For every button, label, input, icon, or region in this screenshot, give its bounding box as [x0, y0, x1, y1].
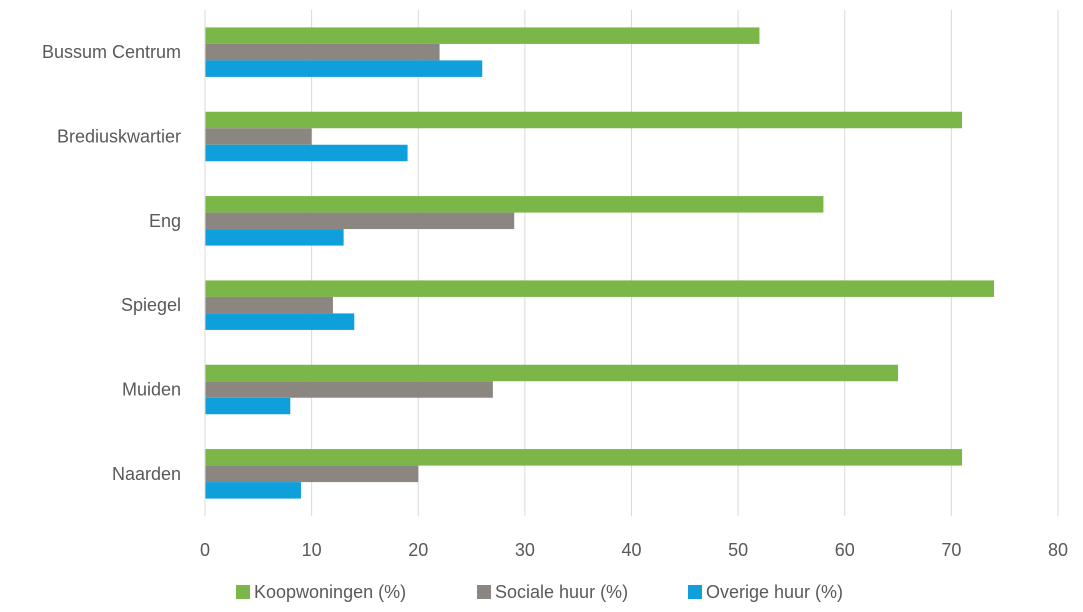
- bar-koopwoningen: [205, 449, 963, 466]
- x-tick-label: 40: [621, 540, 641, 560]
- x-tick-label: 50: [728, 540, 748, 560]
- category-label: Muiden: [122, 380, 181, 400]
- x-tick-label: 80: [1048, 540, 1068, 560]
- bar-overige-huur: [205, 397, 291, 415]
- bar-overige-huur: [205, 229, 344, 246]
- bar-overige-huur: [205, 60, 483, 77]
- legend-swatch: [236, 585, 250, 599]
- bar-koopwoningen: [205, 280, 995, 297]
- bar-overige-huur: [205, 482, 301, 499]
- category-label: Brediuskwartier: [57, 127, 181, 147]
- x-tick-label: 0: [200, 540, 210, 560]
- x-tick-label: 20: [408, 540, 428, 560]
- category-label: Naarden: [112, 464, 181, 484]
- legend-label: Sociale huur (%): [495, 582, 628, 602]
- bar-koopwoningen: [205, 364, 899, 382]
- bar-overige-huur: [205, 144, 408, 162]
- bar-sociale-huur: [205, 381, 493, 398]
- x-tick-labels: 0 10 20 30 40 50 60 70 80: [200, 540, 1068, 560]
- bar-sociale-huur: [205, 465, 419, 483]
- x-tick-label: 70: [941, 540, 961, 560]
- bar-sociale-huur: [205, 128, 312, 145]
- category-labels: Bussum Centrum Brediuskwartier Eng Spiegel M…: [42, 42, 181, 484]
- category-label: Spiegel: [121, 295, 181, 315]
- bar-koopwoningen: [205, 27, 760, 44]
- legend-swatch: [688, 585, 702, 599]
- bar-koopwoningen: [205, 196, 824, 213]
- gridlines: [204, 10, 1059, 516]
- bar-koopwoningen: [205, 111, 963, 129]
- legend-label: Koopwoningen (%): [254, 582, 406, 602]
- category-label: Eng: [149, 211, 181, 231]
- bars: [205, 27, 995, 499]
- bar-overige-huur: [205, 313, 355, 330]
- bar-sociale-huur: [205, 43, 440, 61]
- legend: Koopwoningen (%) Sociale huur (%) Overige …: [236, 582, 843, 602]
- category-label: Bussum Centrum: [42, 42, 181, 62]
- x-tick-label: 60: [835, 540, 855, 560]
- bar-sociale-huur: [205, 212, 515, 230]
- x-tick-label: 30: [515, 540, 535, 560]
- legend-label: Overige huur (%): [706, 582, 843, 602]
- bar-sociale-huur: [205, 296, 333, 314]
- x-tick-label: 10: [302, 540, 322, 560]
- legend-swatch: [477, 585, 491, 599]
